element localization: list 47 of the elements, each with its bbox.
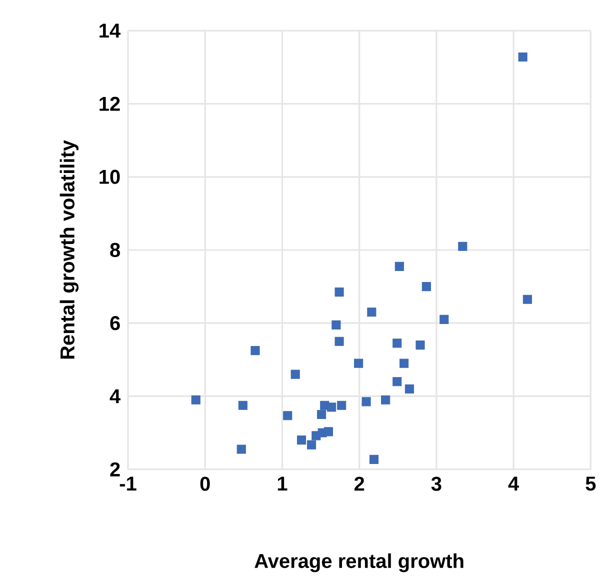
point (394, 262, 404, 271)
point (392, 377, 402, 386)
y-tick-label: 4 (110, 389, 121, 404)
x-tick-label: 5 (586, 476, 596, 491)
point (250, 346, 260, 356)
x-tick-label: 3 (431, 476, 442, 491)
y-tick-label: 2 (110, 462, 120, 476)
point (306, 440, 316, 450)
x-tick-label: 4 (508, 476, 520, 490)
point (334, 288, 344, 297)
y-tick-label: 12 (100, 96, 120, 111)
x-axis-title: Average rental growth (254, 553, 464, 572)
point (458, 242, 468, 251)
point (392, 338, 402, 348)
point (337, 400, 346, 410)
y-tick-label: 6 (110, 316, 120, 330)
point (334, 336, 344, 346)
point (422, 282, 431, 292)
point (324, 427, 334, 436)
point (522, 294, 532, 304)
y-axis-title: Rental growth volatility (60, 140, 79, 359)
point (317, 410, 326, 420)
point (296, 436, 306, 445)
point (369, 454, 379, 464)
y-tick-label: 10 (100, 170, 120, 184)
point (332, 320, 341, 330)
point (440, 314, 449, 324)
y-tick-label: 8 (110, 242, 120, 258)
point (238, 400, 248, 410)
point (518, 52, 528, 62)
x-tick-label: -1 (120, 476, 136, 490)
point (400, 358, 409, 368)
point (354, 358, 364, 368)
point (416, 340, 425, 350)
point (191, 395, 200, 404)
y-tick-label: 14 (100, 24, 121, 38)
point (362, 397, 371, 406)
point (404, 384, 414, 394)
point (381, 395, 390, 404)
point (367, 308, 376, 317)
point (290, 370, 300, 379)
point (236, 444, 246, 454)
point (283, 411, 292, 420)
x-tick-label: 0 (200, 476, 210, 491)
x-tick-label: 2 (354, 476, 364, 491)
x-tick-label: 1 (278, 476, 288, 490)
point (327, 402, 336, 412)
